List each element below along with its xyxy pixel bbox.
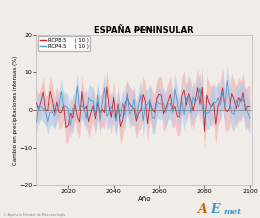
Text: ANUAL: ANUAL <box>134 27 155 32</box>
X-axis label: Año: Año <box>138 196 151 202</box>
Text: E: E <box>211 203 220 216</box>
Text: met: met <box>224 208 242 216</box>
Legend: RCP8.5     ( 10 ), RCP4.5     ( 10 ): RCP8.5 ( 10 ), RCP4.5 ( 10 ) <box>38 36 90 51</box>
Y-axis label: Cambio en precipitaciones intensas (%): Cambio en precipitaciones intensas (%) <box>13 55 18 165</box>
Title: ESPAÑA PENINSULAR: ESPAÑA PENINSULAR <box>94 26 194 35</box>
Text: © Agencia Estatal de Meteorología: © Agencia Estatal de Meteorología <box>3 213 65 217</box>
Text: A: A <box>198 203 207 216</box>
